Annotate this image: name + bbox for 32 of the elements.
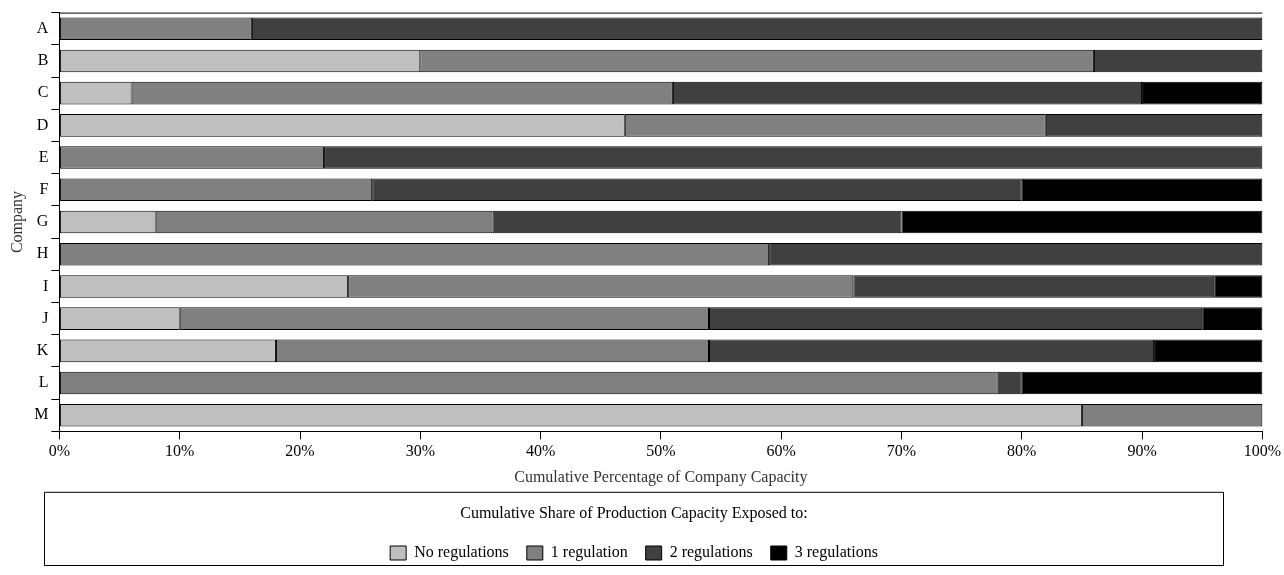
y-axis-title: Company [7,190,26,254]
legend-label: No regulations [414,543,509,562]
x-tick-label: 50% [646,442,676,460]
x-tick-label: 70% [886,442,917,460]
legend-label: 2 regulations [669,543,753,562]
legend-title: Cumulative Share of Production Capacity Exposed to: [460,504,808,522]
y-tick-label: E [38,147,49,165]
x-tick-label: 80% [1007,442,1037,460]
y-tick-label: C [37,83,49,101]
legend-label: 3 regulations [794,543,878,562]
x-tick-label: 40% [525,442,556,460]
x-tick-label: 30% [405,442,435,460]
y-tick-label: L [38,373,49,391]
x-tick-label: 90% [1127,442,1157,460]
x-tick-label: 20% [285,442,315,460]
x-tick-label: 100% [1243,442,1281,460]
legend-label: 1 regulation [550,543,628,562]
y-tick-label: M [34,405,49,423]
y-tick-label: F [39,179,49,197]
y-tick-label: A [36,18,49,36]
y-tick-label: K [36,341,49,359]
y-tick-label: H [36,244,49,262]
y-tick-label: B [37,51,49,69]
x-tick-label: 60% [766,442,796,460]
bar [1214,275,1263,298]
y-tick-label: D [36,115,49,133]
x-axis-title: Cumulative Percentage of Company Capacity [514,468,808,487]
y-tick-label: G [36,212,49,230]
x-tick-label: 10% [165,442,195,460]
x-tick-label: 0% [48,442,71,460]
y-tick-label: I [43,276,49,294]
y-tick-label: J [42,308,49,326]
